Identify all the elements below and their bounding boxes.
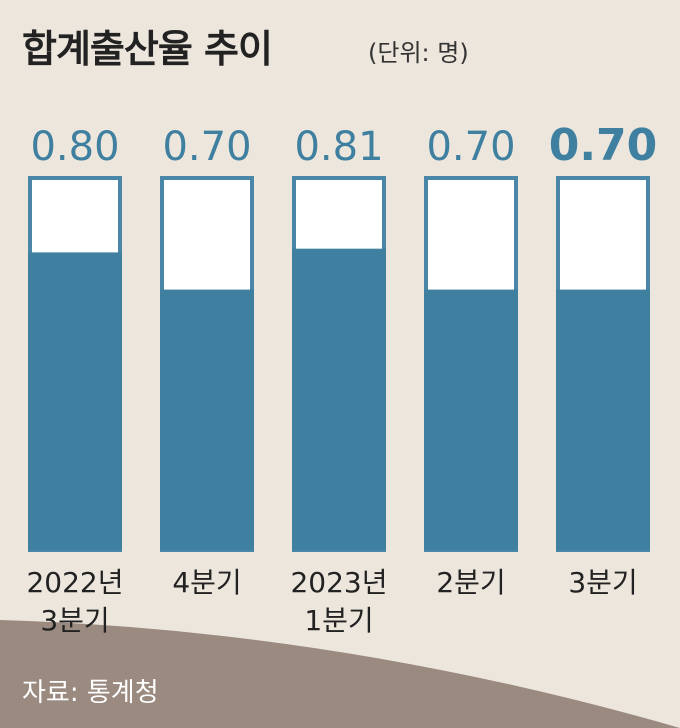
category-label: 3분기 bbox=[568, 566, 637, 599]
bar bbox=[556, 289, 650, 550]
category-label: 2분기 bbox=[436, 566, 505, 599]
unit-label: (단위: 명) bbox=[368, 39, 469, 67]
value-label: 0.70 bbox=[162, 124, 251, 170]
category-label: 1분기 bbox=[304, 604, 373, 637]
category-label: 4분기 bbox=[172, 566, 241, 599]
source-label: 자료: 통계청 bbox=[22, 678, 159, 708]
bar bbox=[160, 289, 254, 550]
value-label: 0.81 bbox=[294, 124, 383, 170]
bar bbox=[292, 248, 386, 550]
value-label: 0.70 bbox=[549, 120, 658, 171]
category-label: 3분기 bbox=[40, 604, 109, 637]
bar bbox=[28, 252, 122, 550]
value-label: 0.80 bbox=[30, 124, 119, 170]
value-label: 0.70 bbox=[426, 124, 515, 170]
bar bbox=[424, 289, 518, 550]
chart-title: 합계출산율 추이 bbox=[22, 27, 273, 71]
category-label: 2022년 bbox=[26, 566, 123, 599]
category-label: 2023년 bbox=[290, 566, 387, 599]
footer-curve bbox=[0, 620, 680, 728]
